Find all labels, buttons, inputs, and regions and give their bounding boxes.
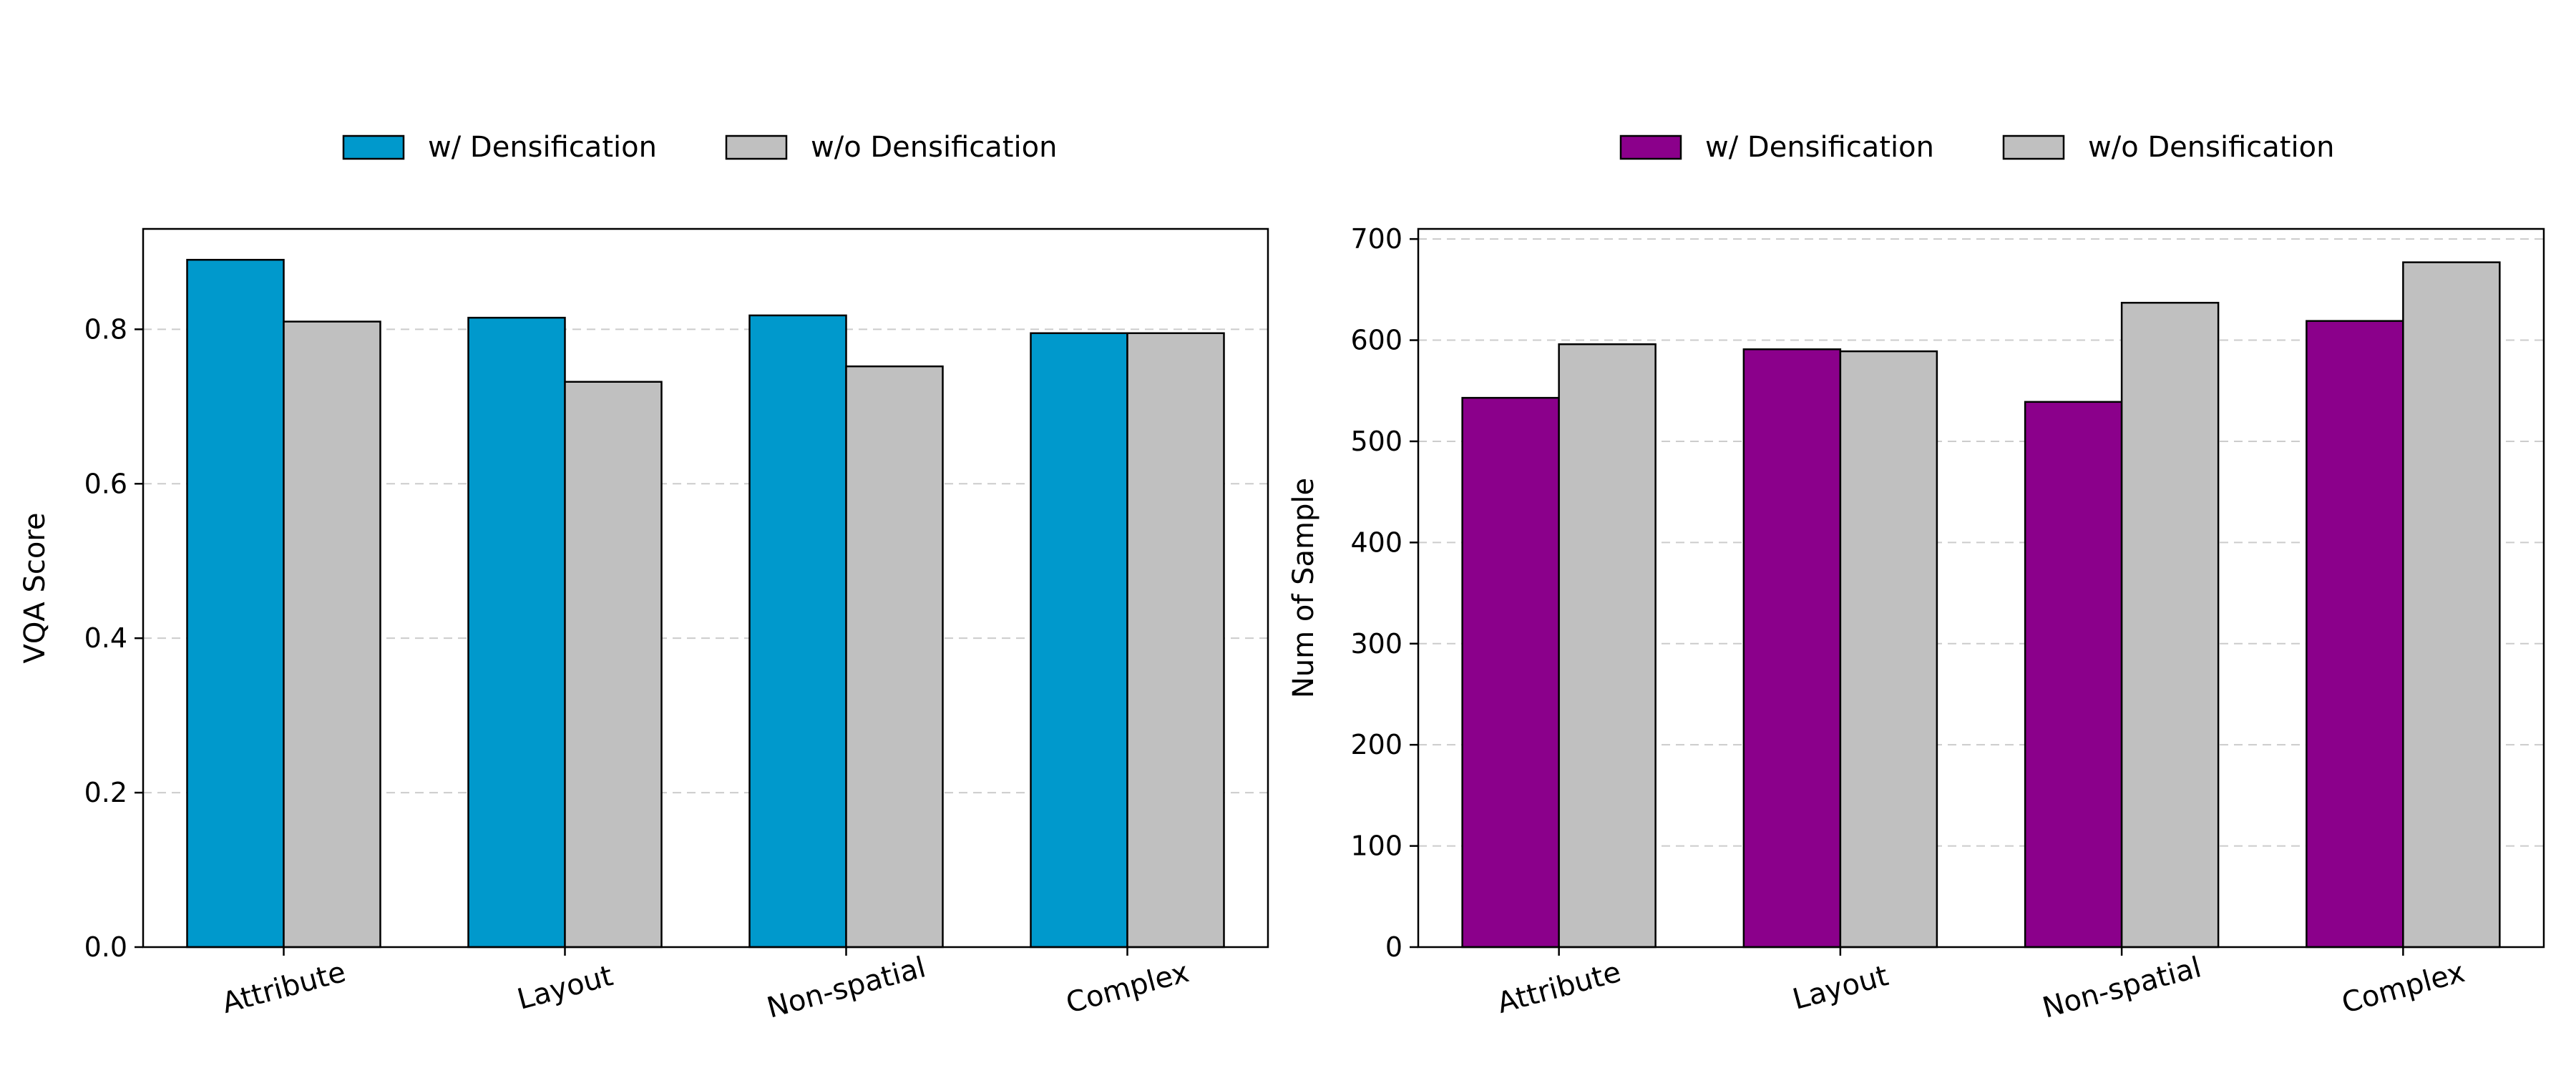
- bar-w-o-densification-attribute: [283, 320, 381, 949]
- legend-swatch-w-densification: [342, 134, 405, 160]
- y-tick-label: 400: [1350, 526, 1402, 558]
- y-tick-label: 300: [1350, 628, 1402, 660]
- y-tick-label: 0.4: [84, 622, 127, 654]
- y-axis-label: VQA Score: [19, 513, 52, 664]
- y-tick-label: 0.6: [84, 468, 127, 499]
- y-tick-label: 200: [1350, 729, 1402, 760]
- legend-label-w-o-densification: w/o Densification: [811, 131, 1057, 164]
- y-tick-label: 700: [1350, 223, 1402, 255]
- bar-w-densification-attribute: [186, 258, 285, 949]
- y-axis: 0 100 200 300 400 500 600 700: [1350, 223, 1418, 963]
- y-axis: 0.0 0.2 0.4 0.6 0.8: [84, 313, 143, 963]
- bar-w-o-densification-non-spatial: [845, 365, 944, 949]
- bar-w-densification-complex: [2306, 320, 2404, 949]
- legend-swatch-w-densification: [1619, 134, 1682, 160]
- bar-w-densification-layout: [1742, 348, 1842, 949]
- bar-w-densification-non-spatial: [2024, 401, 2123, 949]
- plot-frame: [1417, 227, 2545, 949]
- bar-w-o-densification-complex: [2402, 261, 2501, 949]
- y-tick-label: 0: [1385, 931, 1402, 963]
- y-tick-label: 500: [1350, 426, 1402, 457]
- legend: w/ Densification w/o Densification: [1619, 131, 2334, 164]
- bar-w-densification-attribute: [1461, 396, 1560, 949]
- bar-w-o-densification-layout: [564, 381, 663, 949]
- legend-swatch-w-o-densification: [2002, 134, 2065, 160]
- y-tick-label: 0.0: [84, 931, 127, 963]
- bar-w-densification-layout: [467, 316, 566, 949]
- plot-frame: [142, 227, 1269, 949]
- y-tick-label: 100: [1350, 831, 1402, 862]
- bar-w-o-densification-non-spatial: [2120, 301, 2220, 949]
- bars: [1461, 261, 2501, 949]
- bar-w-o-densification-complex: [1126, 332, 1225, 949]
- legend-swatch-w-o-densification: [725, 134, 788, 160]
- y-tick-label: 0.2: [84, 777, 127, 808]
- bar-w-densification-non-spatial: [748, 314, 847, 949]
- y-tick-label: 600: [1350, 325, 1402, 356]
- legend: w/ Densification w/o Densification: [342, 131, 1057, 164]
- y-axis-label: Num of Sample: [1287, 478, 1320, 698]
- bars: [186, 258, 1225, 949]
- bar-w-o-densification-attribute: [1558, 343, 1657, 949]
- bar-w-densification-complex: [1030, 332, 1128, 949]
- legend-label-w-densification: w/ Densification: [428, 131, 657, 164]
- y-tick-label: 0.8: [84, 313, 127, 345]
- legend-label-w-densification: w/ Densification: [1705, 131, 1934, 164]
- bar-w-o-densification-layout: [1839, 350, 1938, 949]
- legend-label-w-o-densification: w/o Densification: [2088, 131, 2334, 164]
